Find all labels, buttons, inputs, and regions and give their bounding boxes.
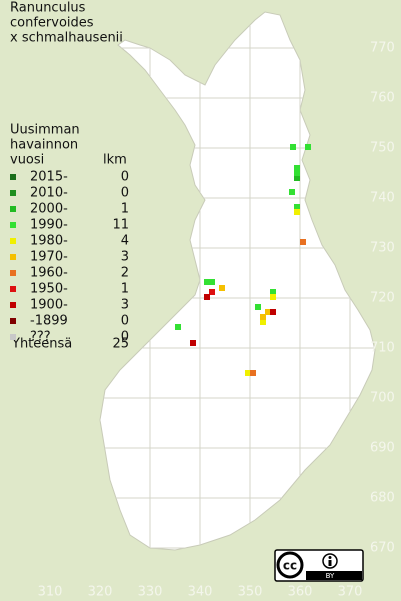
legend-count: 0 bbox=[121, 314, 129, 329]
y-tick-label: 700 bbox=[370, 391, 395, 406]
legend-header: Uusimman bbox=[10, 123, 80, 138]
legend-swatch bbox=[10, 270, 16, 276]
x-tick-label: 340 bbox=[188, 585, 213, 600]
legend-count: 11 bbox=[112, 218, 129, 233]
legend-header: vuosi bbox=[10, 153, 44, 168]
x-tick-label: 330 bbox=[138, 585, 163, 600]
observation bbox=[270, 294, 276, 300]
legend-swatch bbox=[10, 206, 16, 212]
observation bbox=[305, 144, 311, 150]
legend-count: 2 bbox=[121, 266, 129, 281]
legend-label: 1980- bbox=[30, 234, 68, 249]
observation bbox=[290, 144, 296, 150]
x-tick-label: 350 bbox=[238, 585, 263, 600]
observation bbox=[245, 370, 251, 376]
observation bbox=[175, 324, 181, 330]
title-line: confervoides bbox=[10, 16, 94, 31]
observation bbox=[300, 239, 306, 245]
country-outline bbox=[99, 11, 376, 551]
legend-count: 3 bbox=[121, 250, 129, 265]
observation bbox=[260, 314, 266, 320]
legend-count: 0 bbox=[121, 186, 129, 201]
observation bbox=[294, 165, 300, 171]
license-badge: cc BY bbox=[274, 549, 364, 582]
legend-label: 2010- bbox=[30, 186, 68, 201]
legend-count: 1 bbox=[121, 282, 129, 297]
legend-count: 0 bbox=[121, 330, 129, 345]
y-tick-label: 680 bbox=[370, 491, 395, 506]
observation bbox=[270, 289, 276, 295]
legend-swatch bbox=[10, 174, 16, 180]
observation bbox=[255, 304, 261, 310]
title-line: Ranunculus bbox=[10, 1, 86, 16]
legend-label: 2015- bbox=[30, 170, 68, 185]
legend-label: 1900- bbox=[30, 298, 68, 313]
total-label: Yhteensä bbox=[11, 337, 72, 352]
legend-label: 1970- bbox=[30, 250, 68, 265]
legend-count: 1 bbox=[121, 202, 129, 217]
observation bbox=[265, 309, 271, 315]
by-text: BY bbox=[326, 572, 335, 580]
observation bbox=[294, 175, 300, 181]
y-tick-label: 710 bbox=[370, 341, 395, 356]
observation bbox=[289, 189, 295, 195]
legend-label: 1990- bbox=[30, 218, 68, 233]
observations bbox=[175, 144, 311, 376]
legend-label: -1899 bbox=[30, 314, 68, 329]
observation bbox=[294, 204, 300, 210]
x-tick-label: 320 bbox=[88, 585, 113, 600]
legend-swatch bbox=[10, 318, 16, 324]
observation bbox=[209, 279, 215, 285]
x-tick-label: 370 bbox=[338, 585, 363, 600]
observation bbox=[270, 309, 276, 315]
legend-count: 3 bbox=[121, 298, 129, 313]
legend-label: 2000- bbox=[30, 202, 68, 217]
legend-swatch bbox=[10, 222, 16, 228]
y-tick-label: 670 bbox=[370, 541, 395, 556]
y-tick-label: 690 bbox=[370, 441, 395, 456]
observation bbox=[204, 294, 210, 300]
legend-swatch bbox=[10, 286, 16, 292]
observation bbox=[209, 289, 215, 295]
observation bbox=[294, 209, 300, 215]
x-tick-label: 310 bbox=[38, 585, 63, 600]
y-tick-label: 760 bbox=[370, 91, 395, 106]
legend-swatch bbox=[10, 190, 16, 196]
title-line: x schmalhausenii bbox=[10, 31, 123, 46]
total-count: 25 bbox=[112, 337, 129, 352]
observation bbox=[294, 170, 300, 176]
observation bbox=[204, 279, 210, 285]
legend-count-header: lkm bbox=[103, 153, 127, 168]
y-tick-label: 730 bbox=[370, 241, 395, 256]
legend-header: havainnon bbox=[10, 138, 78, 153]
x-tick-label: 360 bbox=[288, 585, 313, 600]
legend-label: 1960- bbox=[30, 266, 68, 281]
y-tick-label: 750 bbox=[370, 141, 395, 156]
y-tick-label: 720 bbox=[370, 291, 395, 306]
y-tick-label: 770 bbox=[370, 41, 395, 56]
legend-label: ??? bbox=[30, 330, 51, 345]
observation bbox=[250, 370, 256, 376]
legend-swatch bbox=[10, 238, 16, 244]
legend-count: 4 bbox=[121, 234, 129, 249]
legend-label: 1950- bbox=[30, 282, 68, 297]
observation bbox=[219, 285, 225, 291]
cc-text: cc bbox=[283, 559, 297, 573]
legend-swatch bbox=[10, 254, 16, 260]
legend-count: 0 bbox=[121, 170, 129, 185]
y-tick-label: 740 bbox=[370, 191, 395, 206]
legend-swatch bbox=[10, 302, 16, 308]
legend-swatch bbox=[10, 334, 16, 340]
observation bbox=[260, 319, 266, 325]
observation bbox=[190, 340, 196, 346]
